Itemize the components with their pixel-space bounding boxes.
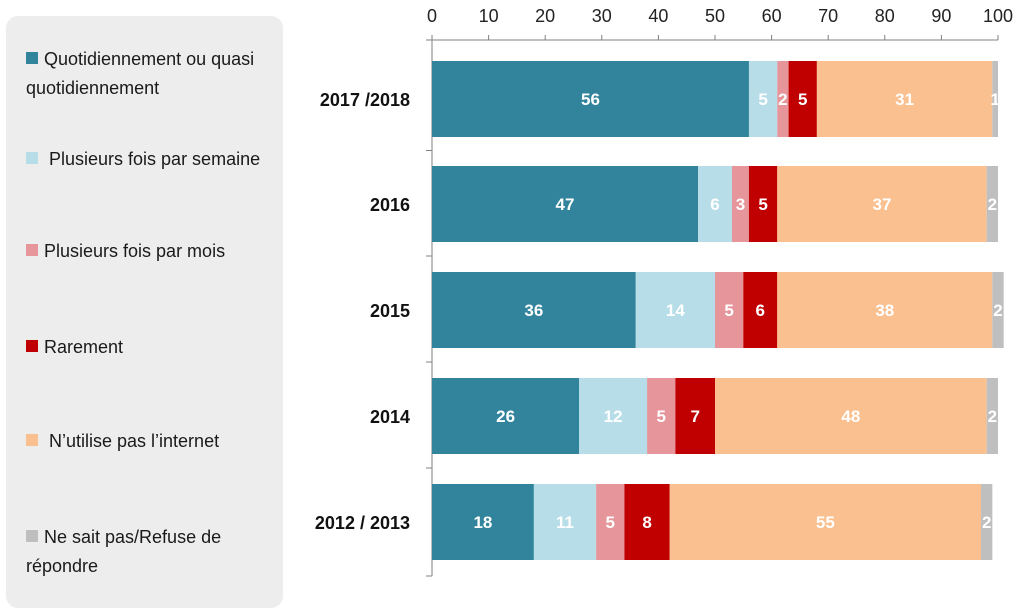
legend-label: Quotidiennement ou quasi quotidiennement bbox=[26, 49, 255, 98]
data-label: 5 bbox=[758, 195, 767, 214]
data-label: 2 bbox=[988, 195, 997, 214]
category-label: 2017 /2018 bbox=[320, 90, 410, 110]
legend-item: N’utilise pas l’internet bbox=[26, 427, 276, 456]
data-label: 5 bbox=[606, 513, 615, 532]
data-label: 2 bbox=[988, 407, 997, 426]
legend-swatch bbox=[26, 152, 38, 164]
data-label: 1 bbox=[990, 90, 999, 109]
bar-segment bbox=[743, 272, 778, 348]
bar-segment bbox=[432, 272, 636, 348]
data-label: 5 bbox=[798, 90, 807, 109]
legend-swatch bbox=[26, 340, 38, 352]
data-label: 48 bbox=[841, 407, 860, 426]
legend-swatch bbox=[26, 530, 38, 542]
data-label: 5 bbox=[656, 407, 665, 426]
legend-label: Plusieurs fois par semaine bbox=[44, 149, 261, 169]
bar-segment bbox=[816, 61, 993, 137]
category-label: 2012 / 2013 bbox=[315, 513, 410, 533]
data-label: 12 bbox=[604, 407, 623, 426]
x-tick-label: 70 bbox=[818, 6, 838, 26]
bar-segment bbox=[579, 378, 648, 454]
bar-segment bbox=[432, 61, 749, 137]
data-label: 3 bbox=[736, 195, 745, 214]
x-tick-label: 30 bbox=[592, 6, 612, 26]
bar-segment bbox=[647, 378, 676, 454]
bar-segment bbox=[533, 484, 597, 560]
bar-segment bbox=[986, 378, 998, 454]
data-label: 5 bbox=[758, 90, 767, 109]
x-tick-label: 90 bbox=[931, 6, 951, 26]
data-label: 37 bbox=[873, 195, 892, 214]
bar-segment bbox=[731, 166, 749, 242]
data-label: 2 bbox=[778, 90, 787, 109]
x-tick-label: 80 bbox=[875, 6, 895, 26]
x-tick-label: 50 bbox=[705, 6, 725, 26]
category-label: 2016 bbox=[370, 195, 410, 215]
category-label: 2015 bbox=[370, 301, 410, 321]
data-label: 31 bbox=[895, 90, 914, 109]
bar-segment bbox=[981, 484, 993, 560]
x-tick-label: 100 bbox=[983, 6, 1013, 26]
bar-segment bbox=[992, 61, 998, 137]
bar-segment bbox=[777, 61, 789, 137]
x-tick-label: 60 bbox=[762, 6, 782, 26]
bar-segment bbox=[675, 378, 715, 454]
data-label: 6 bbox=[710, 195, 719, 214]
category-label: 2014 bbox=[370, 407, 410, 427]
data-label: 11 bbox=[556, 513, 574, 532]
legend-item: Plusieurs fois par semaine bbox=[26, 145, 276, 174]
x-tick-label: 10 bbox=[479, 6, 499, 26]
data-label: 2 bbox=[993, 301, 1002, 320]
legend: Quotidiennement ou quasi quotidiennement… bbox=[6, 16, 283, 608]
bar-segment bbox=[624, 484, 670, 560]
bar-segment bbox=[788, 61, 817, 137]
legend-item: Ne sait pas/Refuse de répondre bbox=[26, 523, 276, 581]
data-label: 6 bbox=[756, 301, 765, 320]
legend-item: Rarement bbox=[26, 333, 276, 362]
bar-segment bbox=[992, 272, 1004, 348]
legend-label: Plusieurs fois par mois bbox=[44, 241, 226, 261]
bar-segment bbox=[596, 484, 625, 560]
bar-segment bbox=[986, 166, 998, 242]
data-label: 36 bbox=[524, 301, 543, 320]
data-label: 7 bbox=[690, 407, 699, 426]
legend-label: N’utilise pas l’internet bbox=[44, 431, 220, 451]
data-label: 38 bbox=[875, 301, 894, 320]
legend-swatch bbox=[26, 244, 38, 256]
bar-segment bbox=[669, 484, 982, 560]
bar-segment bbox=[715, 272, 744, 348]
data-label: 47 bbox=[556, 195, 575, 214]
bar-segment bbox=[432, 378, 580, 454]
legend-item: Quotidiennement ou quasi quotidiennement bbox=[26, 45, 276, 103]
bar-segment bbox=[635, 272, 715, 348]
legend-swatch bbox=[26, 52, 38, 64]
legend-label: Ne sait pas/Refuse de répondre bbox=[26, 527, 222, 576]
bar-segment bbox=[777, 272, 993, 348]
data-label: 5 bbox=[724, 301, 733, 320]
bar-segment bbox=[748, 61, 778, 137]
bar-segment bbox=[698, 166, 732, 242]
data-label: 56 bbox=[581, 90, 600, 109]
data-label: 26 bbox=[496, 407, 515, 426]
data-label: 8 bbox=[642, 513, 651, 532]
x-tick-label: 40 bbox=[648, 6, 668, 26]
data-label: 14 bbox=[666, 301, 685, 320]
bar-segment bbox=[715, 378, 987, 454]
data-label: 55 bbox=[816, 513, 835, 532]
x-tick-label: 20 bbox=[535, 6, 555, 26]
legend-item: Plusieurs fois par mois bbox=[26, 237, 276, 266]
x-tick-label: 0 bbox=[427, 6, 437, 26]
bar-segment bbox=[432, 484, 534, 560]
bar-segment bbox=[748, 166, 778, 242]
bar-segment bbox=[777, 166, 987, 242]
data-label: 2 bbox=[982, 513, 991, 532]
data-label: 18 bbox=[473, 513, 492, 532]
legend-label: Rarement bbox=[44, 337, 124, 357]
legend-swatch bbox=[26, 434, 38, 446]
bar-segment bbox=[432, 166, 699, 242]
